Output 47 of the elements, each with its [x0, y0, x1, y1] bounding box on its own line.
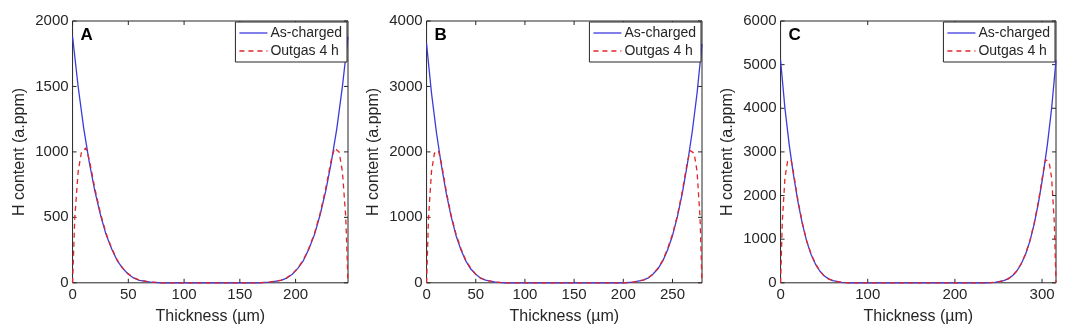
legend-label: Outgas 4 h — [624, 41, 693, 58]
y-tick-label: 0 — [768, 272, 777, 290]
legend-label: As-charged — [978, 23, 1050, 40]
x-tick-label: 200 — [942, 284, 968, 302]
y-axis-title: H content (a.ppm) — [10, 87, 28, 216]
y-tick-label: 2000 — [743, 185, 777, 203]
x-tick-label: 300 — [1029, 284, 1055, 302]
y-tick-label: 500 — [43, 207, 69, 225]
x-tick-label: 50 — [467, 284, 485, 302]
legend-label: Outgas 4 h — [270, 41, 339, 58]
y-tick-label: 3000 — [743, 142, 777, 160]
annotation: A — [80, 25, 93, 45]
x-tick-label: 100 — [512, 284, 538, 302]
y-tick-label: 1500 — [35, 76, 69, 94]
legend-label: As-charged — [270, 23, 342, 40]
y-tick-label: 0 — [414, 272, 423, 290]
x-tick-label: 200 — [610, 284, 636, 302]
y-tick-label: 1000 — [35, 142, 69, 160]
y-tick-label: 2000 — [389, 142, 423, 160]
line-series — [71, 147, 349, 284]
line-series — [425, 149, 703, 284]
x-axis-title: Thickness (µm) — [863, 306, 974, 324]
line-series — [779, 159, 1057, 284]
x-tick-label: 150 — [227, 284, 253, 302]
x-axis-title: Thickness (µm) — [155, 306, 266, 324]
x-tick-label: 150 — [561, 284, 587, 302]
y-tick-label: 4000 — [743, 98, 777, 116]
y-axis-title: H content (a.ppm) — [364, 87, 382, 216]
y-tick-label: 6000 — [743, 11, 777, 29]
y-tick-label: 5000 — [743, 54, 777, 72]
series-label: As-charged — [624, 23, 696, 40]
x-tick-label: 50 — [119, 284, 137, 302]
annotation: C — [788, 25, 801, 45]
y-axis-title: H content (a.ppm) — [718, 87, 736, 216]
y-tick-label: 2000 — [35, 11, 69, 29]
annotation: B — [434, 25, 447, 45]
y-tick-label: 3000 — [389, 76, 423, 94]
y-tick-label: 0 — [60, 272, 69, 290]
y-tick-label: 4000 — [389, 11, 423, 29]
x-tick-label: 250 — [659, 284, 686, 302]
y-tick-label: 1000 — [743, 229, 777, 247]
x-tick-label: 100 — [171, 284, 197, 302]
x-axis-title: Thickness (µm) — [509, 306, 620, 324]
x-tick-label: 200 — [283, 284, 309, 302]
y-tick-label: 1000 — [389, 207, 423, 225]
legend-label: Outgas 4 h — [978, 41, 1047, 58]
x-tick-label: 100 — [855, 284, 881, 302]
